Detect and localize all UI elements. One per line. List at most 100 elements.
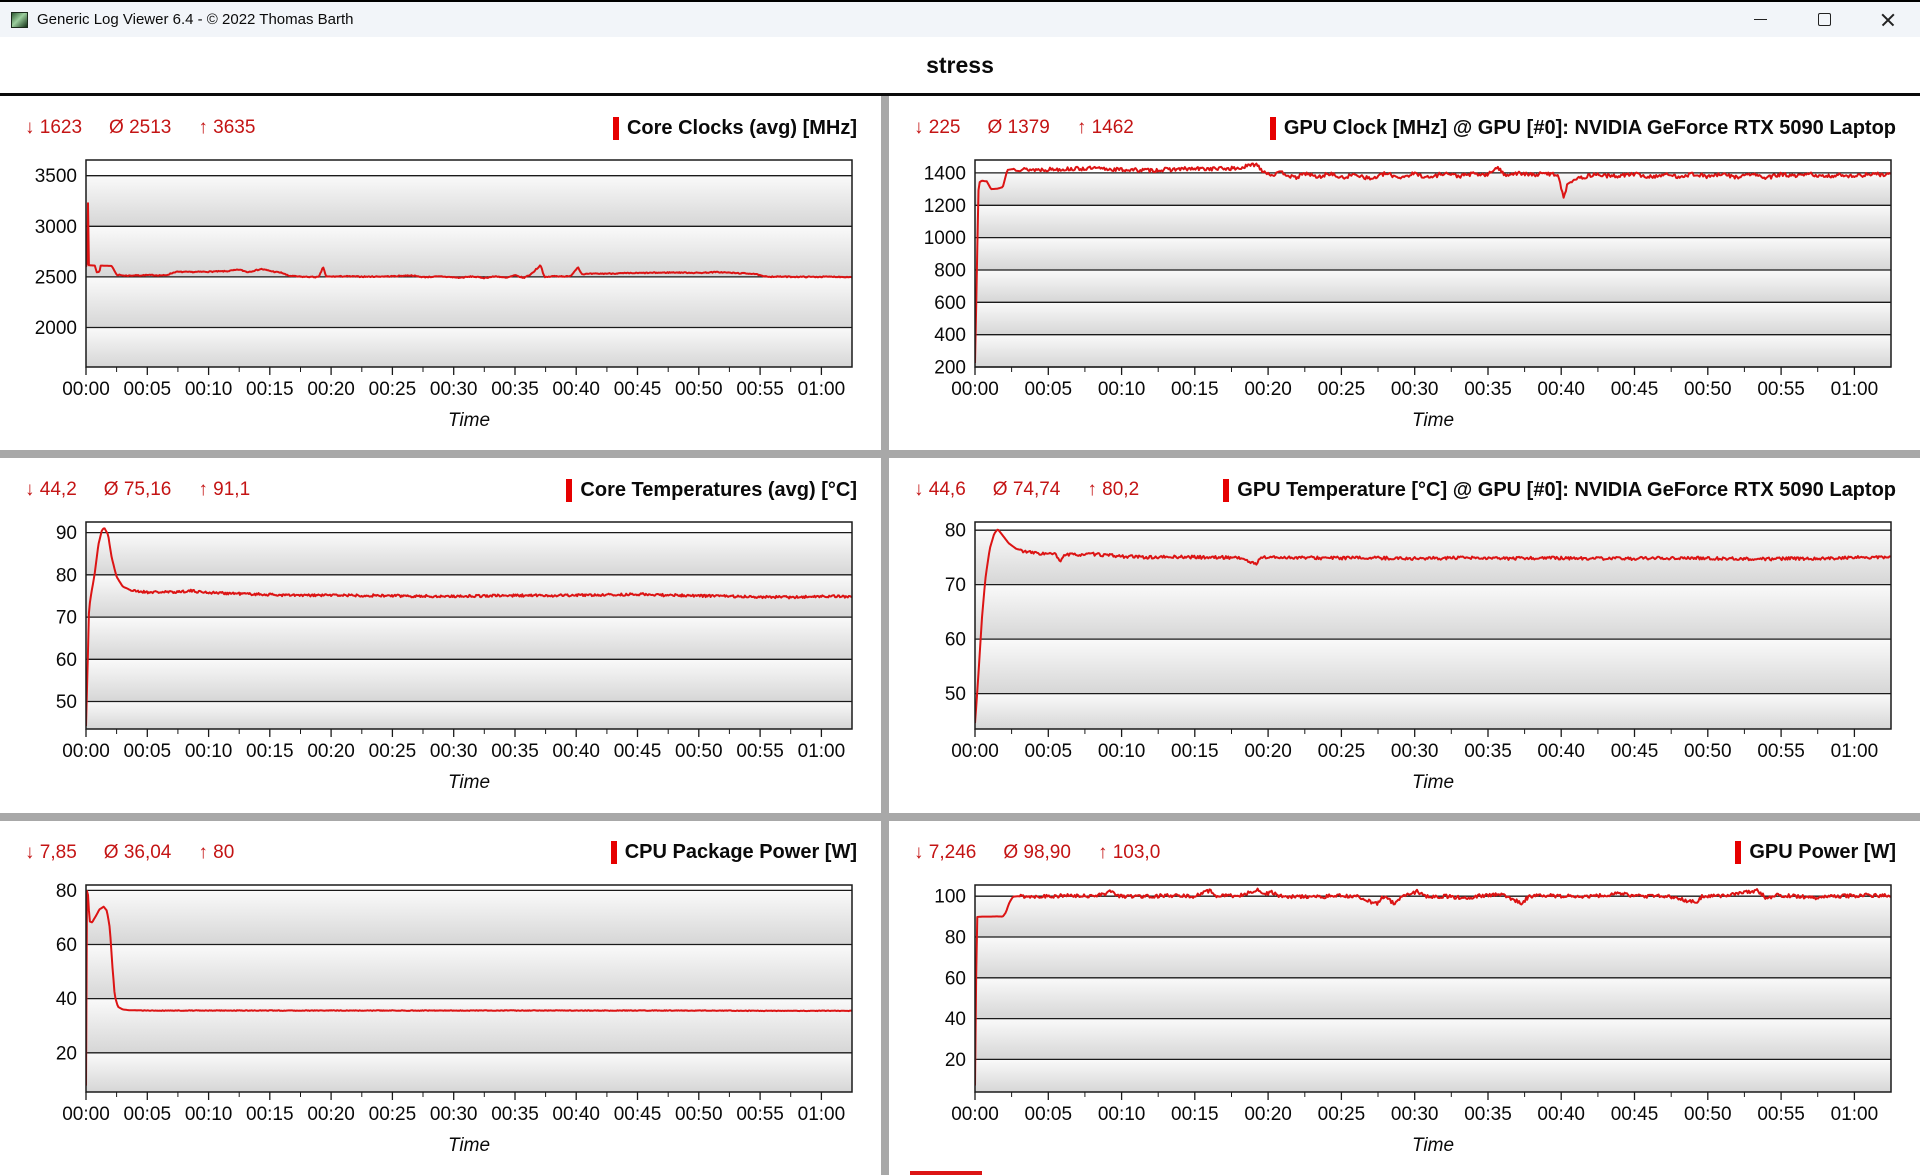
svg-text:00:05: 00:05 bbox=[124, 1104, 172, 1125]
svg-text:3500: 3500 bbox=[35, 166, 77, 187]
gpu-clock-plot[interactable]: 200 400 600 800 1000 1200 1400 00:00 00:05 00:10 0… bbox=[913, 152, 1896, 450]
svg-text:1200: 1200 bbox=[924, 196, 966, 217]
svg-text:00:45: 00:45 bbox=[614, 379, 662, 400]
svg-text:00:50: 00:50 bbox=[1684, 379, 1732, 400]
svg-text:00:10: 00:10 bbox=[1098, 741, 1146, 762]
svg-text:00:10: 00:10 bbox=[185, 1104, 233, 1125]
svg-text:00:05: 00:05 bbox=[124, 379, 172, 400]
svg-text:60: 60 bbox=[945, 968, 966, 989]
svg-text:00:35: 00:35 bbox=[491, 741, 539, 762]
chart-title-text: GPU Power [W] bbox=[1749, 841, 1896, 864]
svg-text:00:35: 00:35 bbox=[1464, 1104, 1512, 1125]
svg-text:00:30: 00:30 bbox=[1391, 379, 1439, 400]
close-button[interactable] bbox=[1856, 2, 1920, 37]
svg-text:00:30: 00:30 bbox=[430, 379, 478, 400]
svg-text:00:15: 00:15 bbox=[1171, 1104, 1219, 1125]
svg-text:00:40: 00:40 bbox=[1537, 379, 1585, 400]
svg-text:100: 100 bbox=[934, 886, 966, 907]
chart-stats: ↓ 7,246 Ø 98,90 ↑ 103,0 bbox=[914, 842, 1160, 864]
svg-text:20: 20 bbox=[945, 1050, 966, 1071]
svg-text:00:25: 00:25 bbox=[369, 741, 417, 762]
stat-avg: Ø 98,90 bbox=[1003, 841, 1071, 863]
cpu-package-power-plot[interactable]: 20 40 60 80 00:00 00:05 00:10 00:15 00:20 00:25 00… bbox=[24, 877, 857, 1175]
svg-text:00:50: 00:50 bbox=[675, 1104, 723, 1125]
svg-text:00:50: 00:50 bbox=[675, 741, 723, 762]
stat-max: ↑ 103,0 bbox=[1097, 841, 1161, 863]
svg-text:00:50: 00:50 bbox=[1684, 741, 1732, 762]
window-titlebar[interactable]: Generic Log Viewer 6.4 - © 2022 Thomas B… bbox=[0, 0, 1920, 37]
chart-title: Core Temperatures (avg) [°C] bbox=[566, 478, 857, 502]
svg-text:00:50: 00:50 bbox=[675, 379, 723, 400]
series-legend-bar-icon bbox=[1269, 116, 1276, 140]
stat-avg: Ø 74,74 bbox=[992, 479, 1061, 501]
maximize-icon bbox=[1817, 13, 1831, 26]
stat-avg: Ø 2513 bbox=[109, 117, 172, 138]
svg-text:00:00: 00:00 bbox=[62, 379, 110, 400]
partial-next-row-artifact bbox=[910, 1171, 982, 1175]
series-legend-bar-icon bbox=[610, 841, 617, 865]
svg-text:80: 80 bbox=[56, 566, 77, 587]
svg-text:00:40: 00:40 bbox=[552, 379, 600, 400]
maximize-button[interactable] bbox=[1792, 2, 1856, 37]
svg-text:00:30: 00:30 bbox=[430, 741, 478, 762]
svg-text:00:15: 00:15 bbox=[1171, 741, 1219, 762]
svg-text:00:15: 00:15 bbox=[1171, 379, 1219, 400]
svg-text:80: 80 bbox=[945, 927, 966, 948]
chart-title-text: GPU Temperature [°C] @ GPU [#0]: NVIDIA … bbox=[1237, 478, 1896, 501]
svg-text:00:10: 00:10 bbox=[1098, 379, 1146, 400]
minimize-button[interactable] bbox=[1728, 2, 1792, 37]
svg-text:01:00: 01:00 bbox=[798, 741, 846, 762]
svg-text:00:40: 00:40 bbox=[552, 1104, 600, 1125]
chart-panel-gpu-clock: ↓ 225 Ø 1379 ↑ 1462 GPU Clock [MHz] @ GP… bbox=[889, 96, 1920, 451]
chart-stats: ↓ 7,85 Ø 36,04 ↑ 80 bbox=[25, 842, 234, 864]
svg-text:00:20: 00:20 bbox=[1244, 741, 1292, 762]
svg-text:400: 400 bbox=[934, 325, 966, 346]
svg-text:2500: 2500 bbox=[35, 267, 77, 288]
gpu-power-plot[interactable]: 20 40 60 80 100 00:00 00:05 00:10 00:15 00:20 00:2… bbox=[913, 877, 1896, 1175]
svg-text:01:00: 01:00 bbox=[1831, 741, 1879, 762]
stat-avg: Ø 1379 bbox=[987, 117, 1050, 138]
svg-text:50: 50 bbox=[56, 692, 77, 713]
stat-min: ↓ 44,6 bbox=[914, 479, 966, 501]
svg-text:600: 600 bbox=[934, 293, 966, 314]
svg-text:00:05: 00:05 bbox=[124, 741, 172, 762]
close-icon bbox=[1881, 13, 1895, 27]
stat-max: ↑ 80 bbox=[198, 841, 235, 863]
svg-text:50: 50 bbox=[945, 684, 966, 705]
svg-text:00:00: 00:00 bbox=[951, 379, 999, 400]
svg-text:00:55: 00:55 bbox=[1757, 379, 1805, 400]
gpu-temperature-plot[interactable]: 50 60 70 80 00:00 00:05 00:10 00:15 00:20 00:25 00… bbox=[913, 514, 1896, 812]
chart-stats: ↓ 1623 Ø 2513 ↑ 3635 bbox=[25, 117, 255, 139]
svg-text:00:05: 00:05 bbox=[1025, 1104, 1073, 1125]
svg-text:2000: 2000 bbox=[35, 318, 77, 339]
core-temperatures-plot[interactable]: 50 60 70 80 90 00:00 00:05 00:10 00:15 00:20 00:25… bbox=[24, 514, 857, 812]
stat-min: ↓ 44,2 bbox=[25, 479, 77, 501]
svg-text:00:45: 00:45 bbox=[1611, 379, 1659, 400]
core-clocks-plot[interactable]: 2000 2500 3000 3500 00:00 00:05 00:10 00:15 00:2… bbox=[24, 152, 857, 450]
svg-text:00:45: 00:45 bbox=[614, 1104, 662, 1125]
svg-text:01:00: 01:00 bbox=[798, 379, 846, 400]
svg-text:20: 20 bbox=[56, 1043, 77, 1064]
svg-text:00:00: 00:00 bbox=[62, 1104, 110, 1125]
svg-text:00:20: 00:20 bbox=[1244, 1104, 1292, 1125]
svg-text:00:30: 00:30 bbox=[430, 1104, 478, 1125]
svg-text:00:45: 00:45 bbox=[1611, 741, 1659, 762]
series-legend-bar-icon bbox=[612, 116, 619, 140]
stat-avg: Ø 75,16 bbox=[103, 479, 172, 501]
stat-max: ↑ 1462 bbox=[1076, 117, 1134, 138]
svg-text:00:00: 00:00 bbox=[951, 1104, 999, 1125]
chart-title: GPU Power [W] bbox=[1735, 841, 1896, 865]
svg-text:01:00: 01:00 bbox=[798, 1104, 846, 1125]
chart-header: ↓ 44,6 Ø 74,74 ↑ 80,2 GPU Temperature [°… bbox=[913, 474, 1896, 506]
chart-stats: ↓ 44,2 Ø 75,16 ↑ 91,1 bbox=[25, 479, 250, 501]
chart-title: GPU Clock [MHz] @ GPU [#0]: NVIDIA GeFor… bbox=[1269, 116, 1896, 140]
chart-panel-cpu-package-power: ↓ 7,85 Ø 36,04 ↑ 80 CPU Package Power [W… bbox=[0, 820, 881, 1175]
window-title: Generic Log Viewer 6.4 - © 2022 Thomas B… bbox=[37, 11, 354, 28]
svg-text:80: 80 bbox=[56, 881, 77, 902]
svg-text:Time: Time bbox=[1412, 1135, 1454, 1156]
svg-text:00:25: 00:25 bbox=[1318, 379, 1366, 400]
chart-panel-core-temperatures: ↓ 44,2 Ø 75,16 ↑ 91,1 Core Temperatures … bbox=[0, 458, 881, 813]
svg-text:00:55: 00:55 bbox=[736, 1104, 784, 1125]
svg-text:00:35: 00:35 bbox=[1464, 741, 1512, 762]
